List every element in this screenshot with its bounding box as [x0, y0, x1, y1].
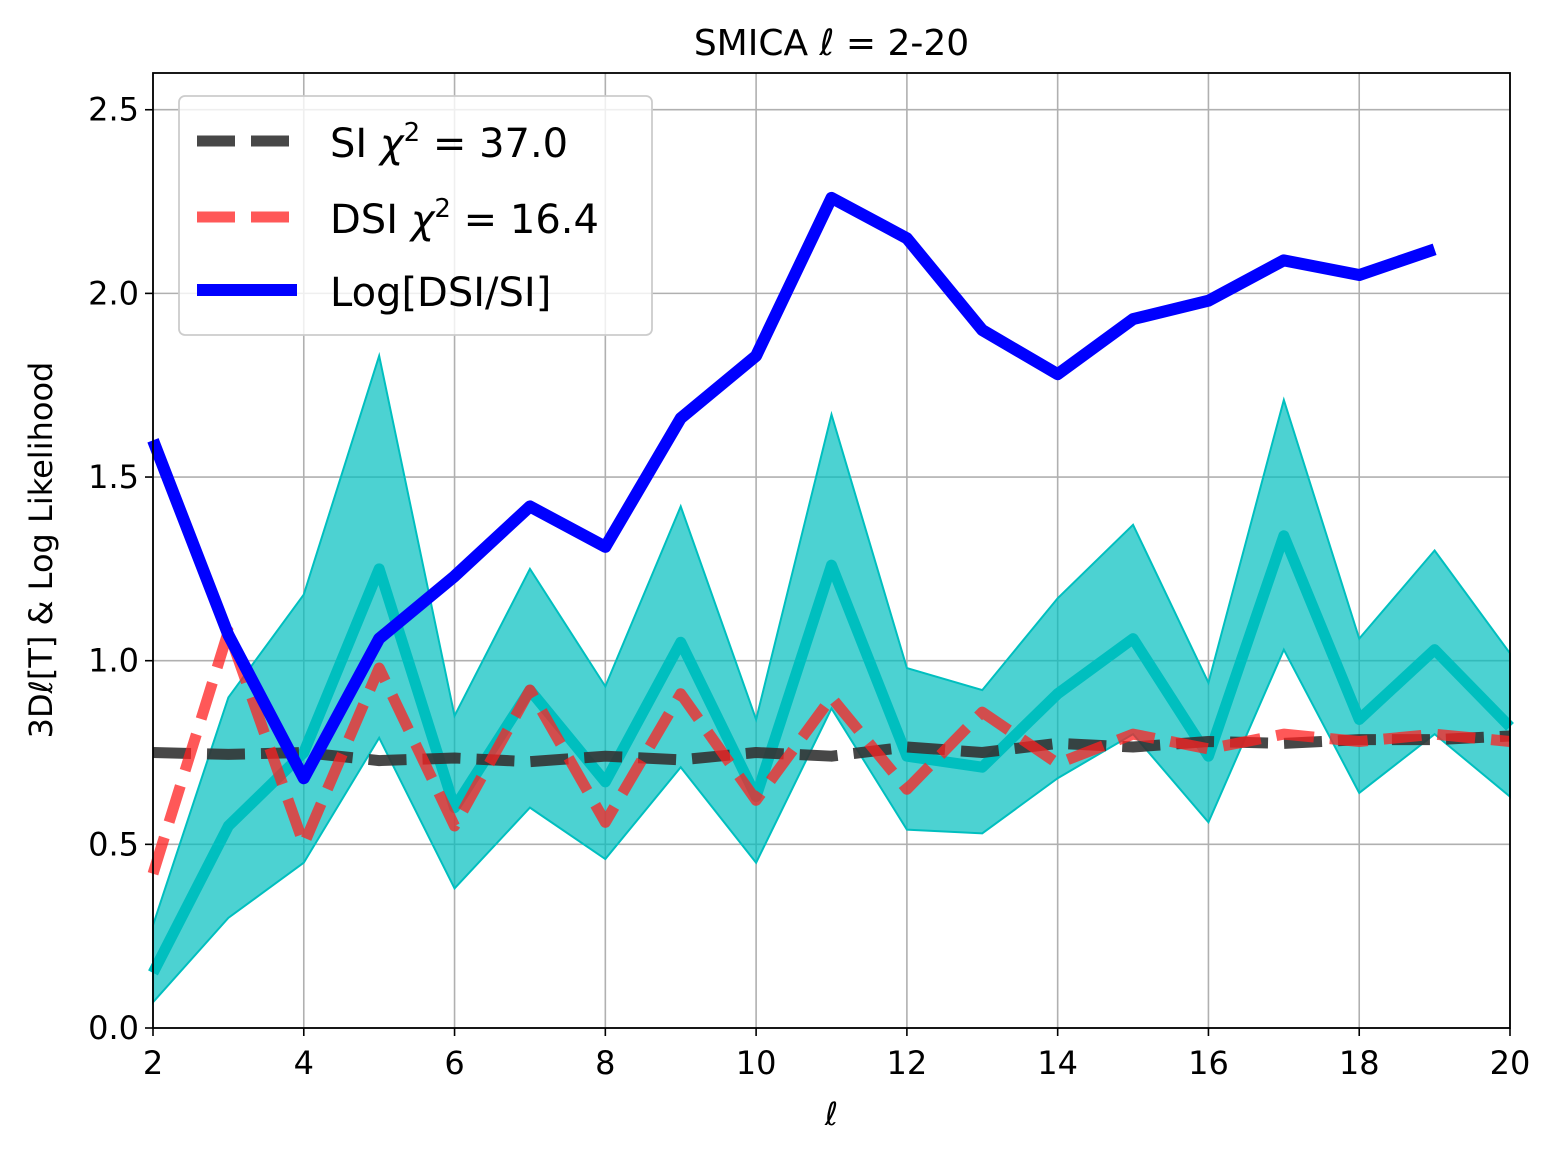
legend-label-log-ratio-line: Log[DSI/SI] [330, 270, 551, 316]
axis-ticks: 2 4 6 8 10 12 14 16 18 20 0.0 0.5 1.0 1.5 2.0 2.5 [88, 91, 1530, 1082]
x-tick-label: 20 [1490, 1044, 1531, 1082]
y-tick-label: 0.5 [88, 825, 139, 863]
y-axis-label: 3Dℓ[T] & Log Likelihood [22, 362, 60, 739]
legend-label-dsi-line: DSI χ2 = 16.4 [330, 194, 599, 243]
y-tick-label: 0.0 [88, 1009, 139, 1047]
legend-frame [178, 95, 653, 336]
log-ratio-line [147, 191, 1437, 785]
legend: SI χ2 = 37.0 DSI χ2 = 16.4 Log[DSI/SI] [178, 95, 653, 336]
x-tick-label: 2 [143, 1044, 163, 1082]
x-tick-label: 18 [1339, 1044, 1380, 1082]
x-tick-label: 10 [736, 1044, 777, 1082]
x-tick-label: 8 [595, 1044, 615, 1082]
y-tick-label: 1.5 [88, 458, 139, 496]
legend-label-si-line: SI χ2 = 37.0 [330, 118, 568, 167]
x-tick-label: 6 [444, 1044, 464, 1082]
x-tick-label: 12 [887, 1044, 928, 1082]
x-tick-label: 4 [294, 1044, 314, 1082]
y-tick-label: 1.0 [88, 642, 139, 680]
y-tick-label: 2.0 [88, 274, 139, 312]
y-tick-label: 2.5 [88, 91, 139, 129]
si-line [152, 730, 1511, 768]
data-center-line [148, 530, 1514, 976]
x-tick-label: 14 [1037, 1044, 1078, 1082]
dsi-line [147, 625, 1511, 876]
x-tick-label: 16 [1188, 1044, 1229, 1082]
x-axis-label: ℓ [824, 1095, 838, 1133]
series-lines-layer [147, 191, 1511, 876]
chart-title: SMICA ℓ = 2-20 [694, 23, 969, 64]
plot-frame [152, 72, 1511, 1029]
